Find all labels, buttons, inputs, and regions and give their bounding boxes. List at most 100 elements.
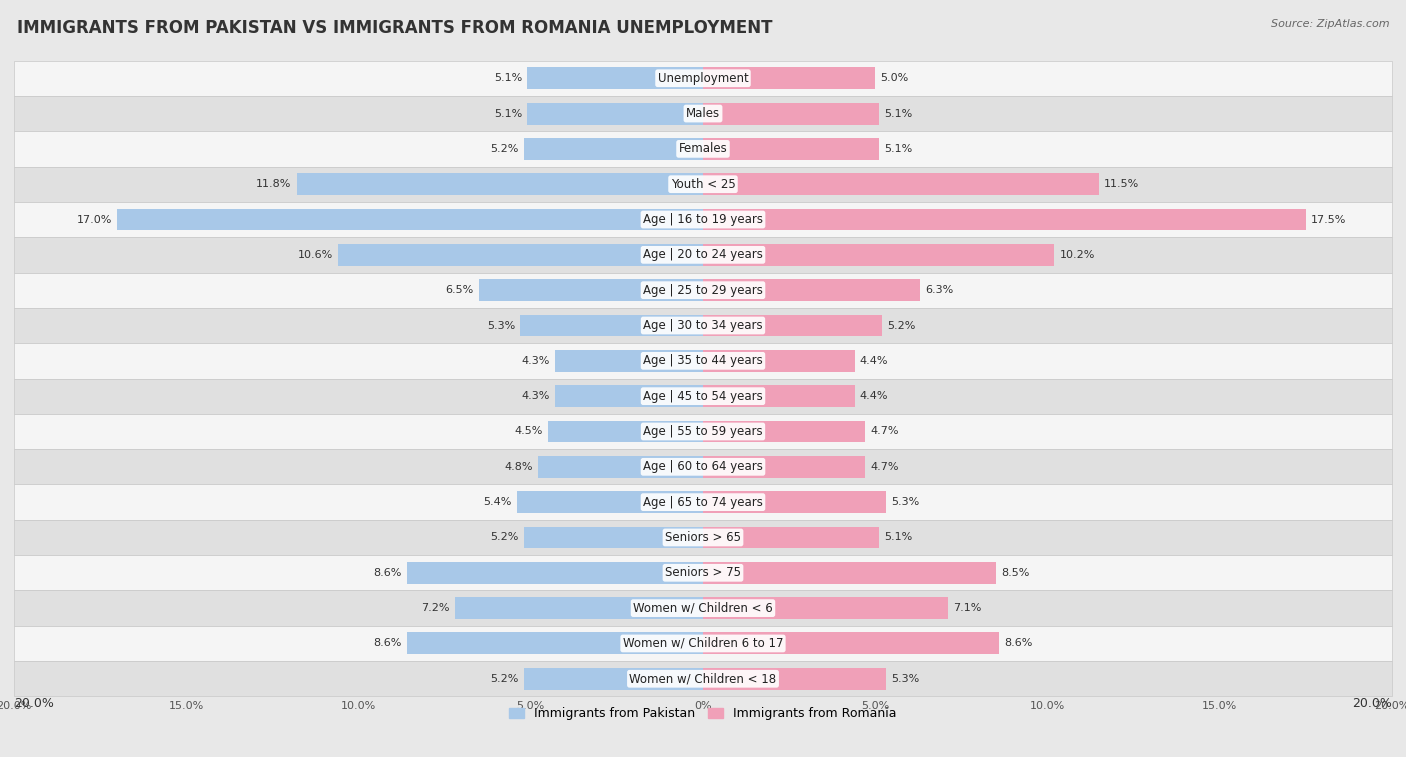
Text: 17.0%: 17.0% — [77, 214, 112, 225]
Bar — [703, 350, 855, 372]
Text: 11.5%: 11.5% — [1104, 179, 1139, 189]
Text: 20.0%: 20.0% — [1353, 697, 1392, 710]
Text: 5.4%: 5.4% — [484, 497, 512, 507]
Text: Age | 16 to 19 years: Age | 16 to 19 years — [643, 213, 763, 226]
Text: 4.4%: 4.4% — [859, 391, 889, 401]
Text: IMMIGRANTS FROM PAKISTAN VS IMMIGRANTS FROM ROMANIA UNEMPLOYMENT: IMMIGRANTS FROM PAKISTAN VS IMMIGRANTS F… — [17, 19, 772, 37]
Bar — [14, 661, 1392, 696]
Text: 5.1%: 5.1% — [884, 532, 912, 543]
Bar — [14, 202, 1392, 237]
Bar — [14, 96, 1392, 131]
Text: 5.0%: 5.0% — [880, 73, 908, 83]
Bar — [14, 449, 1392, 484]
Bar — [524, 527, 703, 548]
Text: 5.1%: 5.1% — [884, 144, 912, 154]
Text: Age | 35 to 44 years: Age | 35 to 44 years — [643, 354, 763, 367]
Bar — [520, 315, 703, 336]
Bar — [14, 61, 1392, 96]
Text: Seniors > 65: Seniors > 65 — [665, 531, 741, 544]
Text: 5.2%: 5.2% — [491, 144, 519, 154]
Text: Age | 55 to 59 years: Age | 55 to 59 years — [643, 425, 763, 438]
Text: Age | 45 to 54 years: Age | 45 to 54 years — [643, 390, 763, 403]
Text: 5.3%: 5.3% — [891, 497, 920, 507]
Bar — [14, 343, 1392, 378]
Text: 6.3%: 6.3% — [925, 285, 953, 295]
Bar — [703, 633, 1000, 654]
Bar — [14, 590, 1392, 626]
Bar — [703, 527, 879, 548]
Bar — [703, 103, 879, 124]
Text: Seniors > 75: Seniors > 75 — [665, 566, 741, 579]
Bar — [527, 103, 703, 124]
Text: 6.5%: 6.5% — [446, 285, 474, 295]
Text: 4.3%: 4.3% — [522, 391, 550, 401]
Text: 8.6%: 8.6% — [1004, 638, 1033, 649]
Bar — [703, 67, 875, 89]
Text: 20.0%: 20.0% — [14, 697, 53, 710]
Text: 11.8%: 11.8% — [256, 179, 291, 189]
Bar — [406, 633, 703, 654]
Text: 4.3%: 4.3% — [522, 356, 550, 366]
Text: Males: Males — [686, 107, 720, 120]
Bar — [14, 414, 1392, 449]
Bar — [406, 562, 703, 584]
Bar — [548, 421, 703, 442]
Text: 5.1%: 5.1% — [494, 108, 522, 119]
Bar — [297, 173, 703, 195]
Text: Unemployment: Unemployment — [658, 72, 748, 85]
Bar — [703, 562, 995, 584]
Text: 5.2%: 5.2% — [887, 320, 915, 331]
Bar — [703, 597, 948, 619]
Bar — [14, 237, 1392, 273]
Text: 7.1%: 7.1% — [953, 603, 981, 613]
Bar — [524, 668, 703, 690]
Text: Youth < 25: Youth < 25 — [671, 178, 735, 191]
Bar — [524, 138, 703, 160]
Bar — [14, 273, 1392, 308]
Text: Age | 25 to 29 years: Age | 25 to 29 years — [643, 284, 763, 297]
Bar — [479, 279, 703, 301]
Text: 4.5%: 4.5% — [515, 426, 543, 437]
Bar — [14, 167, 1392, 202]
Bar — [703, 456, 865, 478]
Bar — [14, 520, 1392, 555]
Text: Women w/ Children 6 to 17: Women w/ Children 6 to 17 — [623, 637, 783, 650]
Bar — [517, 491, 703, 513]
Text: Source: ZipAtlas.com: Source: ZipAtlas.com — [1271, 19, 1389, 29]
Legend: Immigrants from Pakistan, Immigrants from Romania: Immigrants from Pakistan, Immigrants fro… — [505, 702, 901, 725]
Bar — [555, 350, 703, 372]
Bar — [537, 456, 703, 478]
Bar — [703, 315, 882, 336]
Bar — [14, 555, 1392, 590]
Bar — [14, 131, 1392, 167]
Text: 4.7%: 4.7% — [870, 426, 898, 437]
Text: 7.2%: 7.2% — [422, 603, 450, 613]
Text: 5.3%: 5.3% — [891, 674, 920, 684]
Bar — [14, 378, 1392, 414]
Text: 17.5%: 17.5% — [1310, 214, 1347, 225]
Bar — [703, 491, 886, 513]
Text: 8.6%: 8.6% — [373, 568, 402, 578]
Bar — [703, 385, 855, 407]
Text: 5.1%: 5.1% — [884, 108, 912, 119]
Text: Age | 20 to 24 years: Age | 20 to 24 years — [643, 248, 763, 261]
Bar — [117, 209, 703, 230]
Text: 8.6%: 8.6% — [373, 638, 402, 649]
Bar — [527, 67, 703, 89]
Text: 10.2%: 10.2% — [1060, 250, 1095, 260]
Text: Age | 65 to 74 years: Age | 65 to 74 years — [643, 496, 763, 509]
Text: 8.5%: 8.5% — [1001, 568, 1029, 578]
Bar — [14, 308, 1392, 343]
Text: 5.2%: 5.2% — [491, 532, 519, 543]
Text: Age | 30 to 34 years: Age | 30 to 34 years — [643, 319, 763, 332]
Text: 4.8%: 4.8% — [503, 462, 533, 472]
Bar — [337, 244, 703, 266]
Bar — [703, 209, 1306, 230]
Text: 4.4%: 4.4% — [859, 356, 889, 366]
Bar — [14, 484, 1392, 520]
Bar — [703, 421, 865, 442]
Text: 5.2%: 5.2% — [491, 674, 519, 684]
Text: Women w/ Children < 18: Women w/ Children < 18 — [630, 672, 776, 685]
Bar — [703, 668, 886, 690]
Bar — [703, 244, 1054, 266]
